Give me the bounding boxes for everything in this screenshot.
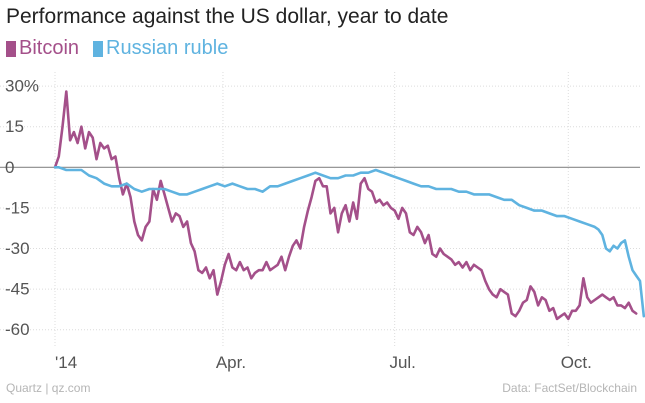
y-tick-label: 30% xyxy=(5,77,39,96)
y-tick-label: -30 xyxy=(5,239,30,258)
y-tick-label: 0 xyxy=(5,158,14,177)
y-axis-ticks: 30% 15 0 -15 -30 -45 -60 xyxy=(5,77,39,340)
series-line-russian-ruble xyxy=(53,166,645,318)
series-layer xyxy=(53,90,645,321)
legend-swatch-russian-ruble xyxy=(93,40,104,57)
x-tick-label: Oct. xyxy=(561,353,592,372)
gridlines xyxy=(0,72,640,346)
chart-legend: Bitcoin Russian ruble xyxy=(6,37,228,60)
y-tick-label: 15 xyxy=(5,117,24,136)
x-tick-label: Apr. xyxy=(216,353,246,372)
x-tick-label: Jul. xyxy=(389,353,415,372)
x-tick-label: '14 xyxy=(55,353,77,372)
y-tick-label: -45 xyxy=(5,280,30,299)
y-tick-label: -60 xyxy=(5,320,30,339)
legend-item-russian-ruble: Russian ruble xyxy=(93,37,228,60)
x-axis-ticks: '14 Apr. Jul. Oct. xyxy=(55,353,592,372)
data-source: Data: FactSet/Blockchain xyxy=(502,381,637,395)
legend-item-bitcoin: Bitcoin xyxy=(6,37,79,60)
legend-label-russian-ruble: Russian ruble xyxy=(106,37,229,59)
source-credit: Quartz | qz.com xyxy=(6,381,91,395)
legend-label-bitcoin: Bitcoin xyxy=(19,37,80,59)
legend-swatch-bitcoin xyxy=(6,40,16,57)
series-line-bitcoin xyxy=(53,90,638,321)
y-tick-label: -15 xyxy=(5,198,30,217)
chart-title: Performance against the US dollar, year … xyxy=(6,5,449,28)
